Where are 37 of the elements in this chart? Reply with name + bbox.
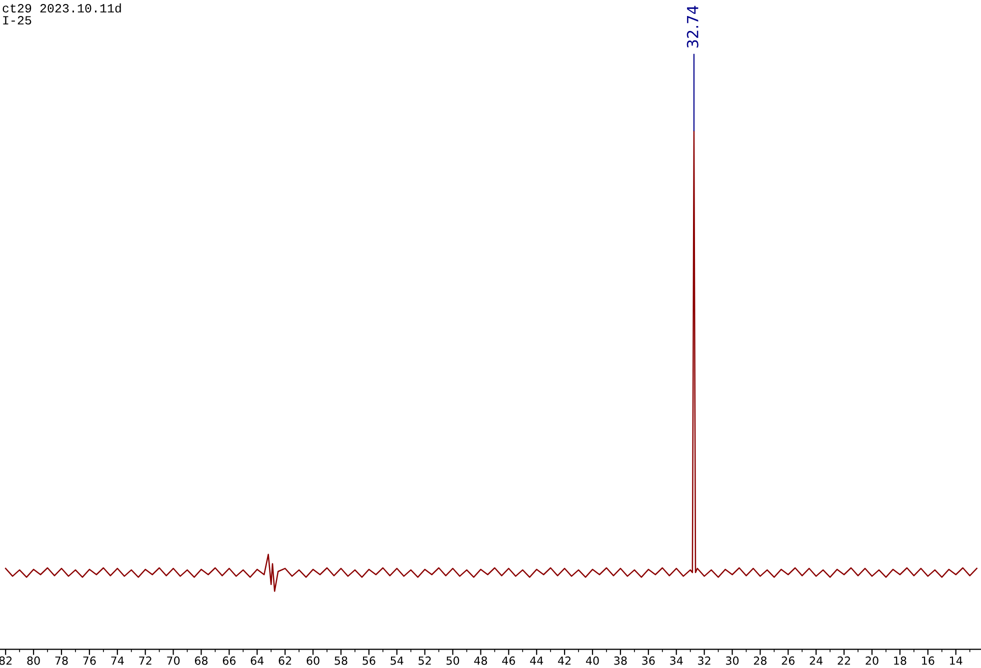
x-tick-label: 28	[754, 656, 767, 665]
x-tick-label: 18	[894, 656, 906, 665]
x-tick-label: 38	[614, 656, 627, 665]
text: ct29 2023.10.11d	[2, 3, 121, 13]
x-tick-label: 78	[55, 656, 68, 665]
x-tick-label: 22	[838, 656, 850, 665]
annotation: 32.74	[686, 6, 698, 48]
x-tick-label: 70	[167, 656, 180, 665]
x-tick-label: 62	[278, 656, 292, 665]
x-tick-label: 34	[670, 656, 683, 665]
x-tick-label: 16	[922, 656, 934, 665]
x-tick-label: 48	[474, 656, 488, 665]
x-tick-label: 20	[866, 656, 878, 665]
text: I-25	[3, 16, 32, 25]
x-tick-label: 80	[27, 656, 40, 665]
x-tick-label: 52	[418, 656, 431, 665]
x-tick-label: 74	[111, 656, 124, 665]
x-tick-label: 56	[362, 656, 376, 665]
x-tick-label: 32	[698, 656, 710, 665]
x-tick-label: 60	[306, 656, 320, 665]
x-tick-label: 26	[782, 656, 795, 665]
x-tick-label: 72	[139, 656, 152, 665]
x-tick-label: 54	[390, 656, 404, 665]
x-tick-label: 68	[194, 656, 208, 665]
x-tick-label: 58	[334, 656, 348, 665]
x-tick-label: 40	[586, 656, 599, 665]
x-tick-label: 64	[250, 656, 264, 665]
x-tick-label: 30	[726, 656, 739, 665]
x-tick-label: 44	[530, 656, 544, 665]
x-tick-label: 46	[502, 656, 516, 665]
x-tick-label: 14	[950, 656, 962, 665]
x-tick-label: 50	[446, 656, 460, 665]
x-tick-label: 36	[642, 656, 655, 665]
x-tick-label: 76	[83, 656, 96, 665]
x-tick-label: 66	[222, 656, 236, 665]
x-tick-label: 24	[810, 656, 823, 665]
x-tick-label: 42	[558, 656, 571, 665]
